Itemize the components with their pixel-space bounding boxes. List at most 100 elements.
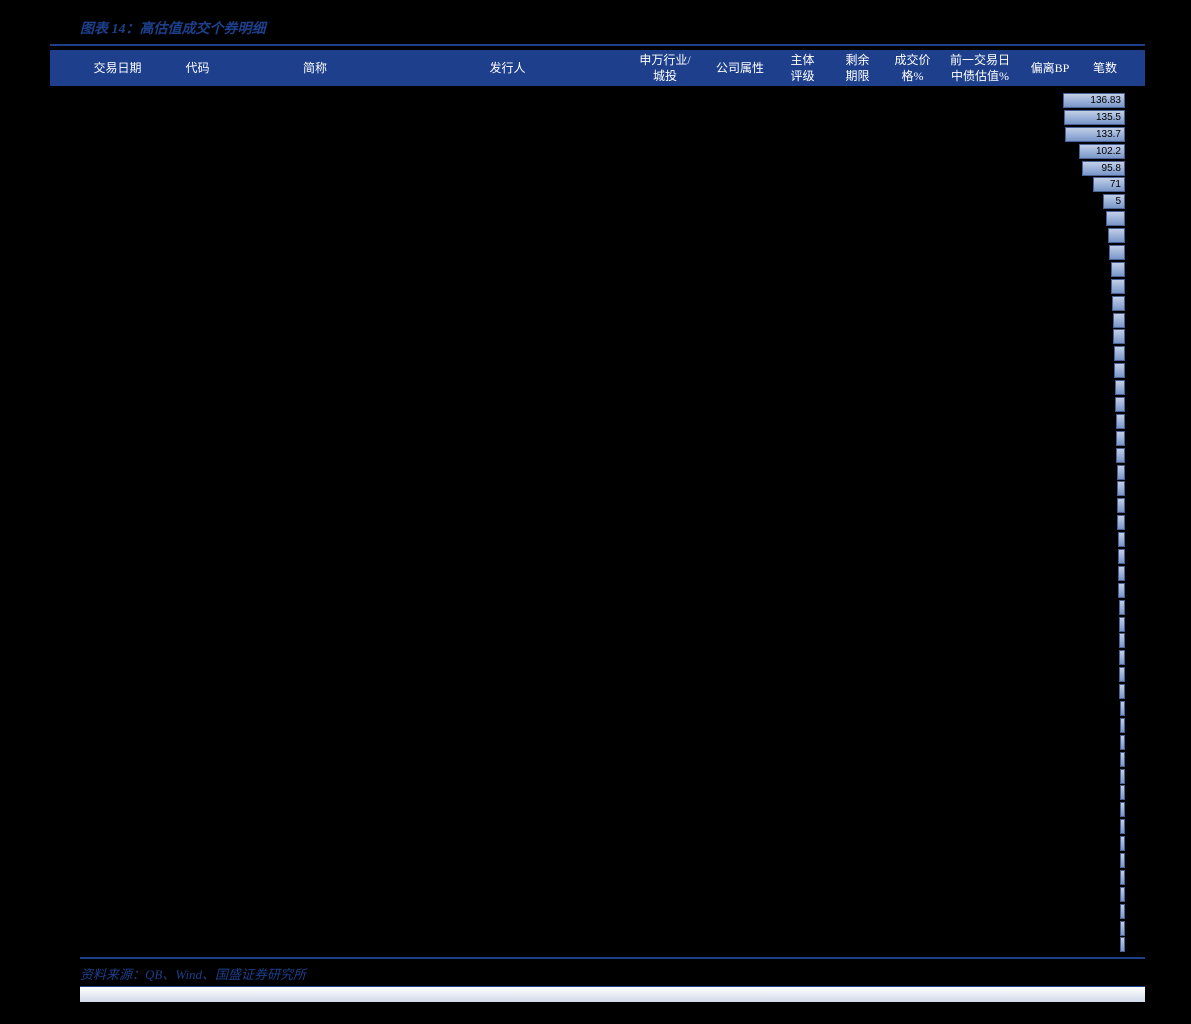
data-bar — [1120, 752, 1125, 767]
data-bar — [1106, 211, 1125, 226]
data-bar-row — [1045, 649, 1125, 666]
report-page: 图表 14：高估值成交个券明细 交易日期代码简称发行人申万行业/城投公司属性主体… — [50, 0, 1145, 1024]
data-bar — [1117, 515, 1125, 530]
data-bar-row — [1045, 565, 1125, 582]
data-bar — [1120, 769, 1125, 784]
data-bar — [1114, 363, 1125, 378]
data-bar-row — [1045, 599, 1125, 616]
data-bar-row: 102.2 — [1045, 143, 1125, 160]
data-bar — [1115, 397, 1125, 412]
data-bar — [1119, 633, 1125, 648]
data-bar-row — [1045, 430, 1125, 447]
data-bar-row — [1045, 751, 1125, 768]
data-bar-row — [1045, 801, 1125, 818]
data-bar-row — [1045, 345, 1125, 362]
data-bar-row — [1045, 312, 1125, 329]
data-bar — [1120, 870, 1125, 885]
data-bar — [1119, 667, 1125, 682]
column-header: 交易日期 — [80, 60, 155, 76]
data-bar-row — [1045, 362, 1125, 379]
data-bar — [1120, 785, 1125, 800]
data-bar — [1118, 532, 1125, 547]
data-bar — [1119, 650, 1125, 665]
data-bar-row — [1045, 616, 1125, 633]
data-bar: 136.83 — [1063, 93, 1125, 108]
data-bar-row — [1045, 244, 1125, 261]
data-bar — [1120, 904, 1125, 919]
data-bar-row — [1045, 768, 1125, 785]
data-bar — [1117, 498, 1125, 513]
data-bar-row — [1045, 785, 1125, 802]
data-bar — [1111, 262, 1125, 277]
data-bar-row — [1045, 548, 1125, 565]
data-bar — [1120, 853, 1125, 868]
figure-title: 图表 14：高估值成交个券明细 — [50, 0, 1145, 46]
data-bar — [1114, 346, 1125, 361]
data-bar: 5 — [1103, 194, 1125, 209]
column-header: 笔数 — [1080, 60, 1130, 76]
data-bar-row — [1045, 396, 1125, 413]
figure-footer: 资料来源：QB、Wind、国盛证券研究所 — [80, 957, 1145, 1002]
data-bar — [1118, 566, 1125, 581]
footer-rule — [80, 986, 1145, 1002]
data-bar-row — [1045, 379, 1125, 396]
data-bar-row — [1045, 531, 1125, 548]
data-bar — [1113, 313, 1125, 328]
data-bar-row — [1045, 886, 1125, 903]
data-bar-row: 135.5 — [1045, 109, 1125, 126]
column-header: 代码 — [155, 60, 240, 76]
data-bar-row — [1045, 464, 1125, 481]
data-bar-row — [1045, 818, 1125, 835]
data-bar-row — [1045, 582, 1125, 599]
data-bar-row — [1045, 937, 1125, 954]
data-bar-row — [1045, 514, 1125, 531]
data-bar — [1119, 684, 1125, 699]
column-header: 发行人 — [390, 60, 625, 76]
data-bar-row: 133.7 — [1045, 126, 1125, 143]
data-bar — [1116, 448, 1125, 463]
data-bar-row — [1045, 261, 1125, 278]
data-bar — [1109, 245, 1125, 260]
column-header: 公司属性 — [705, 60, 775, 76]
data-bar — [1120, 887, 1125, 902]
data-bar-row: 136.83 — [1045, 92, 1125, 109]
data-bar-row — [1045, 227, 1125, 244]
data-bar-row — [1045, 413, 1125, 430]
data-bar — [1120, 802, 1125, 817]
table-header: 交易日期代码简称发行人申万行业/城投公司属性主体评级剩余期限成交价格%前一交易日… — [50, 50, 1145, 86]
data-bar: 133.7 — [1065, 127, 1126, 142]
column-header: 成交价格% — [885, 52, 940, 84]
data-bar-row — [1045, 869, 1125, 886]
data-bar-row — [1045, 835, 1125, 852]
data-bar-row — [1045, 633, 1125, 650]
data-bar — [1120, 836, 1125, 851]
data-bar-row — [1045, 700, 1125, 717]
column-header: 简称 — [240, 60, 390, 76]
data-bar — [1118, 583, 1125, 598]
data-bar-row — [1045, 480, 1125, 497]
data-bar — [1115, 380, 1125, 395]
data-bar-row — [1045, 447, 1125, 464]
data-bar — [1120, 718, 1125, 733]
data-bar-row — [1045, 717, 1125, 734]
column-header: 申万行业/城投 — [625, 52, 705, 84]
data-bar — [1111, 279, 1125, 294]
data-bar: 95.8 — [1082, 161, 1125, 176]
data-bar-row — [1045, 734, 1125, 751]
data-bar — [1120, 735, 1125, 750]
column-header: 主体评级 — [775, 52, 830, 84]
data-bar-row — [1045, 683, 1125, 700]
data-bar — [1120, 701, 1125, 716]
data-bar-row: 5 — [1045, 193, 1125, 210]
data-bar-row — [1045, 210, 1125, 227]
data-bar: 102.2 — [1079, 144, 1125, 159]
data-bar — [1119, 617, 1125, 632]
data-bar-row — [1045, 666, 1125, 683]
data-bar — [1116, 431, 1125, 446]
data-bar: 135.5 — [1064, 110, 1125, 125]
data-bar-row — [1045, 328, 1125, 345]
data-bar — [1117, 465, 1125, 480]
data-bar-row — [1045, 920, 1125, 937]
data-bar-row: 71 — [1045, 176, 1125, 193]
data-bar-row — [1045, 497, 1125, 514]
